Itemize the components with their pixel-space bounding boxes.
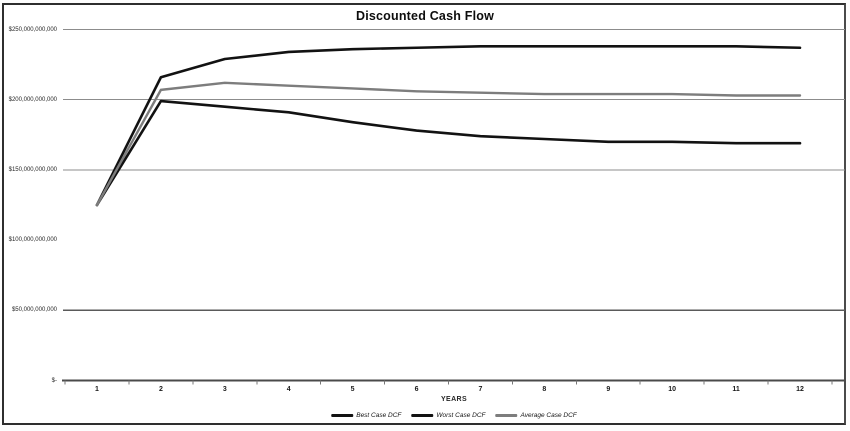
x-axis-tick-label: 10 <box>668 386 677 393</box>
legend-item: Average Case DCF <box>495 412 577 419</box>
y-axis-tick-label: $250,000,000,000 <box>8 26 57 33</box>
series-line-worst-case-dcf <box>95 99 802 207</box>
legend-item: Best Case DCF <box>331 412 401 419</box>
y-axis-tick-label: $150,000,000,000 <box>8 166 57 173</box>
x-axis-tick-label: 4 <box>286 386 291 393</box>
y-axis-tick-label: $200,000,000,000 <box>8 96 57 103</box>
x-axis-tick-label: 9 <box>606 386 611 393</box>
legend-item: Worst Case DCF <box>411 412 486 419</box>
x-axis-tick-label: 3 <box>222 386 227 393</box>
series-line-best-case-dcf <box>95 45 802 207</box>
legend-label: Best Case DCF <box>356 412 402 419</box>
y-axis-tick-label: $50,000,000,000 <box>11 307 57 314</box>
legend-line-marker <box>411 414 434 417</box>
y-axis-tick-label: $100,000,000,000 <box>8 237 57 244</box>
x-axis-tick-label: 11 <box>732 386 740 393</box>
legend-label: Worst Case DCF <box>436 412 486 419</box>
legend: Best Case DCF Worst Case DCF Average Case … <box>331 412 577 419</box>
legend-label: Average Case DCF <box>520 412 577 419</box>
legend-line-marker <box>331 414 354 417</box>
series-line-average-case-dcf <box>95 81 802 207</box>
x-axis-title: YEARS <box>440 396 468 403</box>
x-axis-tick-label: 5 <box>350 386 355 393</box>
x-axis-tick-label: 1 <box>95 386 99 393</box>
x-axis-tick-label: 6 <box>414 386 419 393</box>
chart-title: Discounted Cash Flow <box>355 9 495 23</box>
x-axis-tick-label: 12 <box>796 386 804 393</box>
x-axis-tick-label: 2 <box>158 386 163 393</box>
x-axis-tick-label: 8 <box>542 386 547 393</box>
y-axis-tick-label: $- <box>51 377 57 384</box>
chart-frame <box>2 3 846 425</box>
legend-line-marker <box>495 414 518 417</box>
x-axis-tick-label: 7 <box>478 386 483 393</box>
